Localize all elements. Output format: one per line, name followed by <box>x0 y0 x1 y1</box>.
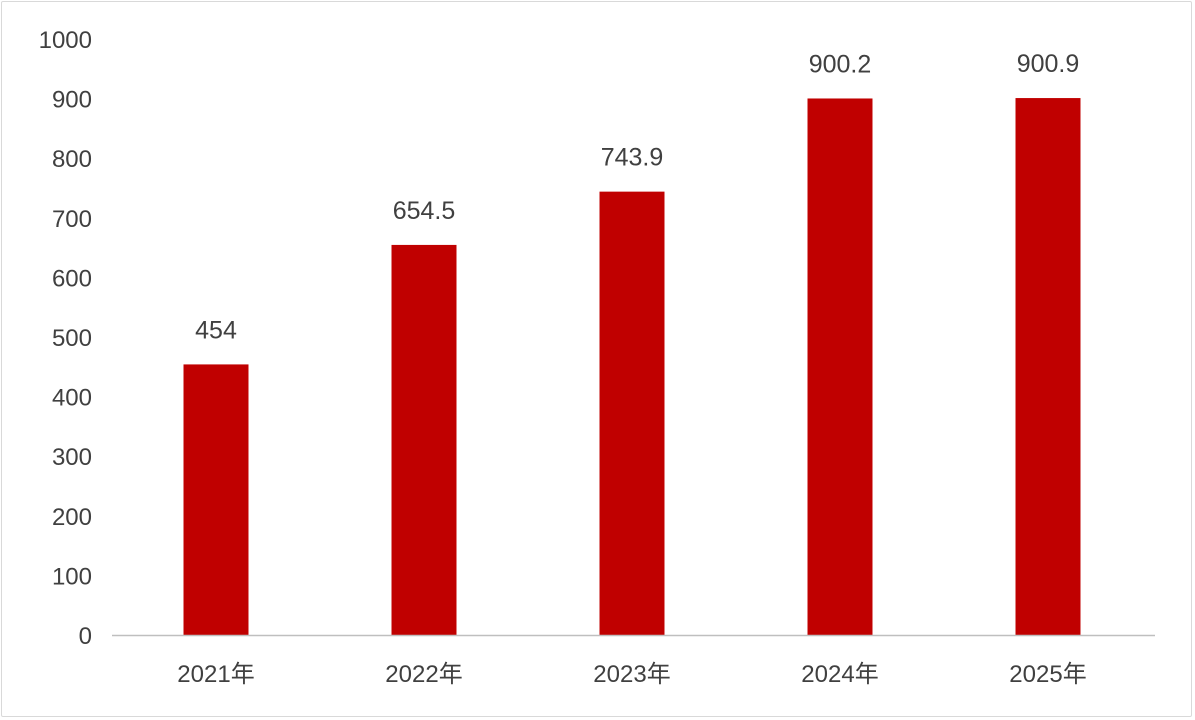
y-tick-label: 0 <box>79 623 92 650</box>
data-label: 900.2 <box>809 50 872 78</box>
bar <box>391 244 457 635</box>
bar <box>807 98 873 636</box>
y-tick-label: 300 <box>52 444 92 471</box>
x-category-label: 2021年 <box>177 661 254 688</box>
data-label: 900.9 <box>1017 50 1080 78</box>
data-label: 454 <box>195 316 237 344</box>
y-tick-label: 200 <box>52 504 92 531</box>
y-tick-label: 400 <box>52 385 92 412</box>
data-labels: 454 654.5 743.9 900.2 900.9 <box>195 50 1079 344</box>
y-tick-label: 1000 <box>39 27 92 54</box>
x-category-label: 2024年 <box>801 661 878 688</box>
y-tick-label: 500 <box>52 325 92 352</box>
data-label: 743.9 <box>601 144 664 172</box>
y-tick-label: 700 <box>52 206 92 233</box>
bar <box>183 364 249 635</box>
y-tick-label: 900 <box>52 87 92 114</box>
y-tick-label: 600 <box>52 265 92 292</box>
y-tick-label: 800 <box>52 146 92 173</box>
y-axis: 0 100 200 300 400 500 600 700 800 900 1000 <box>39 27 92 650</box>
bar-series <box>183 98 1081 636</box>
y-tick-label: 100 <box>52 563 92 590</box>
data-label: 654.5 <box>393 197 456 225</box>
x-category-label: 2025年 <box>1009 661 1086 688</box>
bar <box>599 191 665 635</box>
x-axis: 2021年 2022年 2023年 2024年 2025年 <box>177 661 1086 688</box>
bar <box>1015 98 1081 635</box>
x-category-label: 2022年 <box>385 661 462 688</box>
x-category-label: 2023年 <box>593 661 670 688</box>
